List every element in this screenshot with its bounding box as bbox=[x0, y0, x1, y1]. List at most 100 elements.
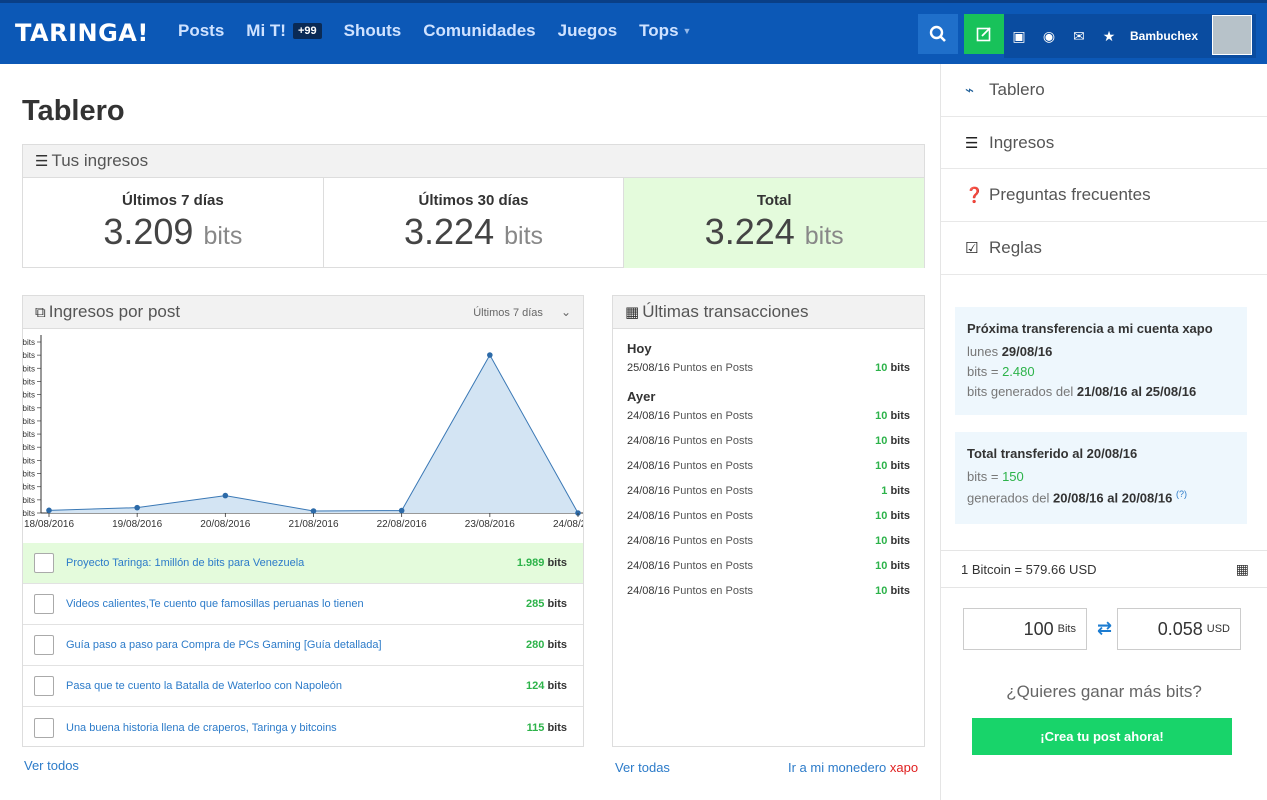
stat-number: 3.209 bbox=[103, 211, 194, 252]
tx-value: 1 bbox=[881, 485, 888, 497]
tx-date: 24/08/16 bbox=[627, 460, 670, 472]
tx-desc: 24/08/16 Puntos en Posts bbox=[627, 410, 753, 435]
nav-posts[interactable]: Posts bbox=[178, 21, 224, 41]
post-link[interactable]: Guía paso a paso para Compra de PCs Gami… bbox=[66, 639, 382, 651]
range-from: 21/08/16 bbox=[1076, 384, 1128, 399]
create-post-button[interactable]: ¡Crea tu post ahora! bbox=[972, 718, 1232, 755]
sidebar-item-label: Tablero bbox=[989, 80, 1045, 99]
help-tooltip-icon[interactable]: (?) bbox=[1175, 489, 1187, 499]
nav-shouts[interactable]: Shouts bbox=[344, 21, 402, 41]
tx-value: 10 bbox=[875, 535, 888, 547]
posts-income-panel: ⧉ Ingresos por post Últimos 7 días ⌄ bits b… bbox=[22, 295, 584, 747]
row-checkbox[interactable] bbox=[34, 676, 54, 696]
data-point[interactable] bbox=[46, 507, 52, 514]
x-tick-label: 21/08/2016 bbox=[288, 519, 338, 530]
see-all-transactions-link[interactable]: Ver todas bbox=[615, 760, 670, 775]
tx-row: 24/08/16 Puntos en Posts 10 bits bbox=[627, 560, 910, 585]
next-transfer-date: lunes 29/08/16 bbox=[967, 344, 1235, 359]
sidebar-item-label: Ingresos bbox=[989, 132, 1055, 152]
row-checkbox[interactable] bbox=[34, 553, 54, 573]
tx-row: 24/08/16 Puntos en Posts 1 bits bbox=[627, 485, 910, 510]
tx-unit: bits bbox=[890, 585, 910, 597]
tx-desc: 24/08/16 Puntos en Posts bbox=[627, 560, 753, 585]
row-checkbox[interactable] bbox=[34, 594, 54, 614]
post-bits: 1.989 bits bbox=[517, 557, 567, 569]
stats-icon[interactable]: ▣ bbox=[1012, 27, 1026, 44]
sidebar-item-reglas[interactable]: ☑ Reglas bbox=[941, 222, 1267, 275]
tx-desc: 24/08/16 Puntos en Posts bbox=[627, 535, 753, 560]
eye-icon[interactable]: ◉ bbox=[1042, 27, 1056, 44]
username[interactable]: Bambuchex bbox=[1130, 29, 1199, 43]
bits-value: 2.480 bbox=[1002, 364, 1035, 379]
stat-7-days: Últimos 7 días 3.209 bits bbox=[23, 178, 324, 268]
sidebar-item-tablero[interactable]: ⌁ Tablero bbox=[941, 64, 1267, 116]
search-button[interactable] bbox=[918, 14, 958, 54]
coins-icon: ☰ bbox=[35, 153, 49, 170]
nav-mi-t[interactable]: Mi T! +99 bbox=[246, 21, 322, 41]
nav-comunidades[interactable]: Comunidades bbox=[423, 21, 535, 41]
tx-unit: bits bbox=[890, 410, 910, 422]
post-link[interactable]: Videos calientes,Te cuento que famosilla… bbox=[66, 598, 364, 610]
y-tick-label: bits bbox=[23, 509, 35, 518]
star-icon[interactable]: ★ bbox=[1102, 27, 1116, 44]
caret-down-icon: ▼ bbox=[682, 26, 692, 36]
swap-icon[interactable]: ⇄ bbox=[1097, 618, 1113, 638]
usd-input[interactable]: 0.058 USD bbox=[1117, 608, 1241, 650]
tx-value: 10 bbox=[875, 510, 888, 522]
period-label: Últimos 7 días bbox=[473, 307, 543, 319]
mail-icon[interactable]: ✉ bbox=[1073, 27, 1085, 44]
tx-desc: 24/08/16 Puntos en Posts bbox=[627, 460, 753, 485]
panel-title: Tus ingresos bbox=[51, 151, 149, 170]
nav-tops[interactable]: Tops ▼ bbox=[639, 21, 691, 41]
notification-badge: +99 bbox=[292, 23, 322, 39]
data-point[interactable] bbox=[222, 492, 229, 499]
avatar[interactable] bbox=[1212, 15, 1252, 55]
tx-date: 24/08/16 bbox=[627, 410, 670, 422]
nav-label: Posts bbox=[178, 21, 225, 40]
transactions-list: Hoy 25/08/16 Puntos en Posts 10 bits Ayer 24… bbox=[613, 329, 924, 610]
income-panel: ☰ Tus ingresos Últimos 7 días 3.209 bits … bbox=[22, 144, 925, 268]
row-checkbox[interactable] bbox=[34, 635, 54, 655]
tx-unit: bits bbox=[890, 535, 910, 547]
sidebar-item-ingresos[interactable]: ☰ Ingresos bbox=[941, 116, 1267, 169]
next-transfer-bits: bits = 2.480 bbox=[967, 364, 1235, 379]
post-link[interactable]: Proyecto Taringa: 1millón de bits para V… bbox=[66, 557, 305, 569]
nav-label: Mi T! bbox=[246, 21, 286, 40]
data-point[interactable] bbox=[398, 507, 405, 514]
wallet-link[interactable]: Ir a mi monedero xapo bbox=[788, 760, 918, 775]
nav-juegos[interactable]: Juegos bbox=[558, 21, 618, 41]
x-tick-label: 19/08/2016 bbox=[112, 519, 162, 530]
tx-date: 24/08/16 bbox=[627, 435, 670, 447]
bits-unit: bits bbox=[547, 680, 567, 692]
post-link[interactable]: Una buena historia llena de craperos, Ta… bbox=[66, 721, 337, 734]
bits-input-unit: Bits bbox=[1057, 623, 1076, 635]
usd-input-value: 0.058 bbox=[1157, 618, 1203, 639]
data-point[interactable] bbox=[134, 504, 140, 511]
panel-header: ▦ Últimas transacciones bbox=[613, 296, 924, 329]
taringa-logo[interactable]: TARINGA! bbox=[15, 19, 149, 47]
data-point[interactable] bbox=[487, 352, 493, 358]
x-tick-label: 24/08/2016 bbox=[553, 519, 583, 530]
sidebar-item-faq[interactable]: ❓ Preguntas frecuentes bbox=[941, 169, 1267, 222]
post-bits: 285 bits bbox=[526, 598, 567, 610]
tx-group-label: Hoy bbox=[627, 341, 652, 356]
post-link[interactable]: Pasa que te cuento la Batalla de Waterlo… bbox=[66, 680, 342, 692]
new-post-button[interactable] bbox=[964, 14, 1004, 54]
stat-value: 3.209 bits bbox=[23, 211, 323, 253]
row-checkbox[interactable] bbox=[34, 717, 54, 738]
nav-label: Tops bbox=[639, 21, 679, 40]
sidebar-item-label: Reglas bbox=[989, 238, 1042, 257]
nav-label: Shouts bbox=[343, 21, 402, 40]
tx-unit: bits bbox=[890, 460, 910, 472]
tx-desc: 25/08/16 Puntos en Posts bbox=[627, 362, 753, 387]
total-transfer-range: generados del 20/08/16 al 20/08/16 (?) bbox=[967, 489, 1235, 505]
tx-type: Puntos en Posts bbox=[672, 362, 753, 374]
x-tick-label: 23/08/2016 bbox=[465, 519, 515, 530]
range-to: 20/08/16 bbox=[1121, 490, 1173, 506]
calculator-icon[interactable]: ▦ bbox=[1235, 560, 1249, 577]
bits-input[interactable]: 100 Bits bbox=[963, 608, 1087, 650]
range-prefix: generados del bbox=[967, 490, 1050, 506]
period-select[interactable]: Últimos 7 días ⌄ bbox=[473, 305, 571, 319]
see-all-posts-link[interactable]: Ver todos bbox=[24, 758, 79, 773]
data-point[interactable] bbox=[310, 508, 317, 514]
